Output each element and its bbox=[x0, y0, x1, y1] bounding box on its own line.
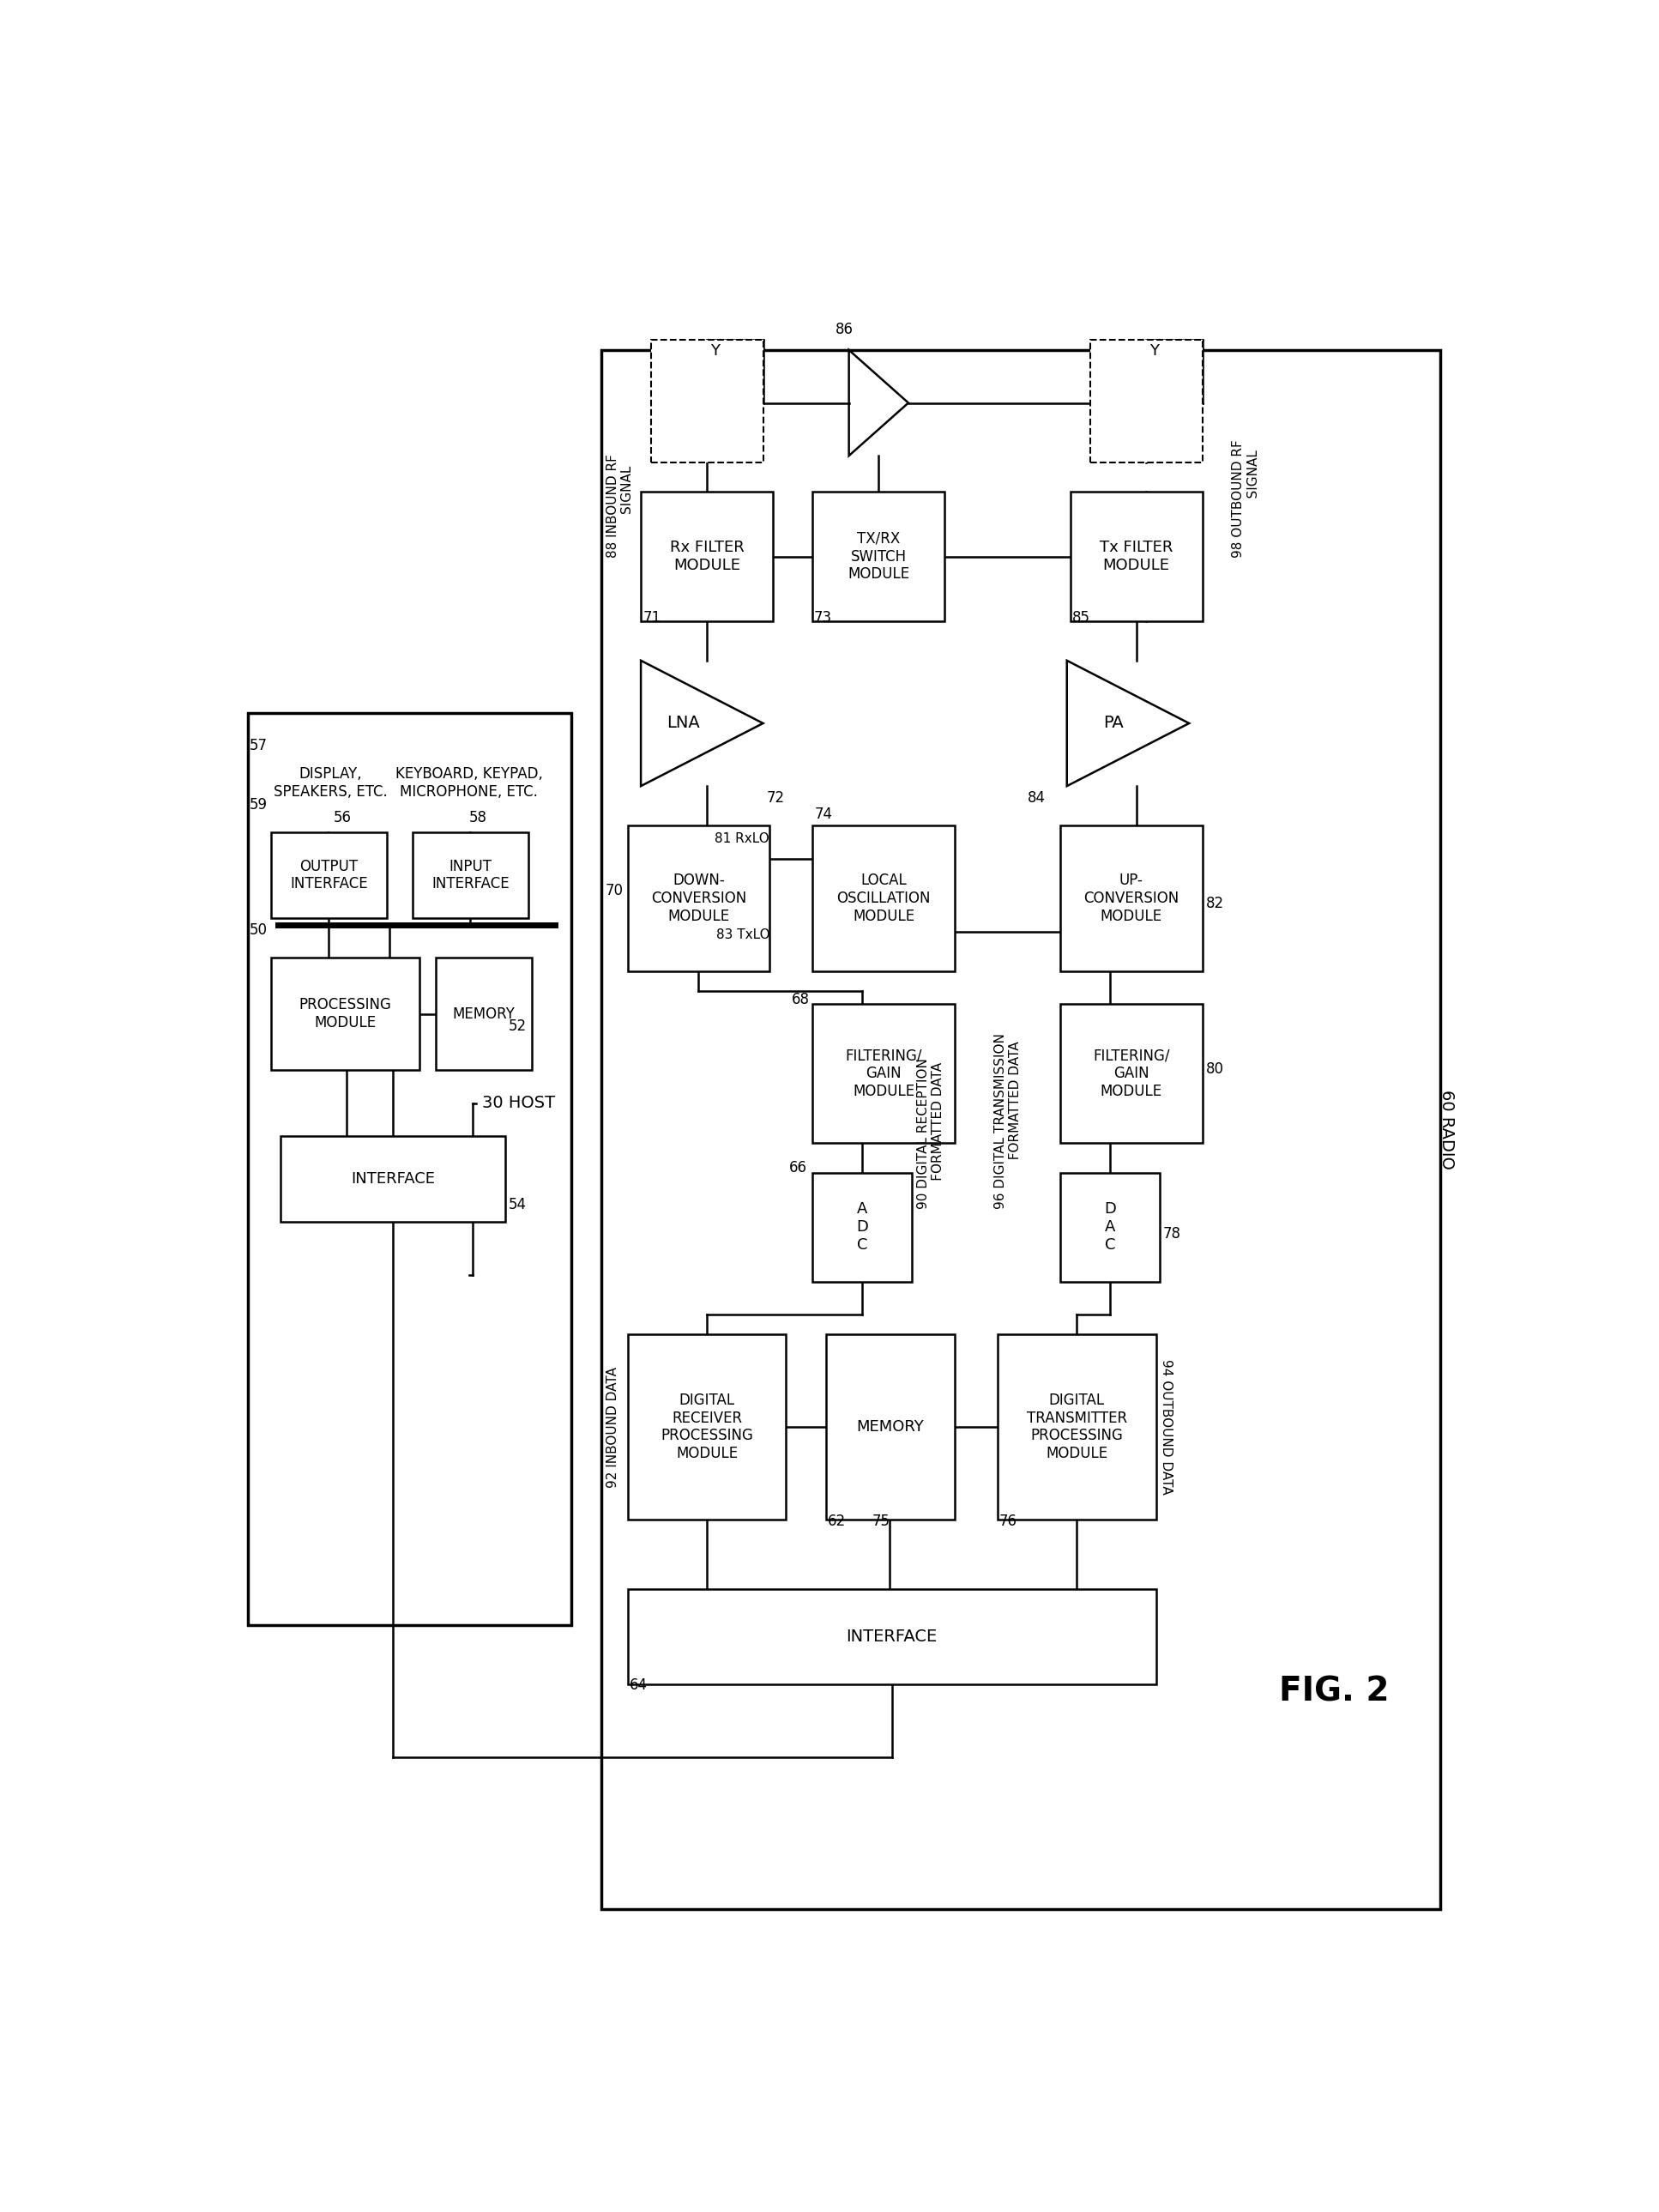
Bar bbox=[813, 1004, 954, 1144]
Bar bbox=[813, 491, 944, 622]
Text: 71: 71 bbox=[642, 611, 660, 626]
Text: 72: 72 bbox=[766, 790, 785, 805]
Text: PA: PA bbox=[1103, 714, 1123, 732]
Text: 76: 76 bbox=[999, 1513, 1017, 1528]
Text: 92 INBOUND DATA: 92 INBOUND DATA bbox=[607, 1367, 619, 1486]
Text: 81 RxLO: 81 RxLO bbox=[715, 832, 770, 845]
Text: 50: 50 bbox=[249, 922, 267, 938]
Text: 90 DIGITAL RECEPTION
      FORMATTED DATA: 90 DIGITAL RECEPTION FORMATTED DATA bbox=[917, 1057, 944, 1210]
Text: 85: 85 bbox=[1072, 611, 1090, 626]
Text: 94 OUTBOUND DATA: 94 OUTBOUND DATA bbox=[1160, 1358, 1173, 1495]
Text: 82: 82 bbox=[1206, 896, 1224, 911]
Text: DIGITAL
RECEIVER
PROCESSING
MODULE: DIGITAL RECEIVER PROCESSING MODULE bbox=[660, 1391, 753, 1462]
Text: MEMORY: MEMORY bbox=[856, 1420, 924, 1436]
Text: 86: 86 bbox=[836, 321, 854, 336]
Text: 66: 66 bbox=[790, 1161, 808, 1177]
Text: PROCESSING
MODULE: PROCESSING MODULE bbox=[299, 998, 392, 1031]
Text: Y: Y bbox=[1150, 343, 1160, 358]
Text: 84: 84 bbox=[1027, 790, 1045, 805]
Text: FILTERING/
GAIN
MODULE: FILTERING/ GAIN MODULE bbox=[1093, 1048, 1170, 1099]
Bar bbox=[627, 1334, 786, 1520]
Bar bbox=[270, 832, 387, 918]
Text: 57: 57 bbox=[249, 737, 267, 752]
Text: OUTPUT
INTERFACE: OUTPUT INTERFACE bbox=[290, 858, 368, 891]
Text: UP-
CONVERSION
MODULE: UP- CONVERSION MODULE bbox=[1083, 874, 1180, 925]
Bar bbox=[280, 1137, 506, 1221]
Bar bbox=[813, 1172, 912, 1281]
Text: D
A
C: D A C bbox=[1103, 1201, 1117, 1252]
Bar bbox=[1060, 1004, 1203, 1144]
Bar bbox=[1060, 1172, 1160, 1281]
Text: 96 DIGITAL TRANSMISSION
          FORMATTED DATA: 96 DIGITAL TRANSMISSION FORMATTED DATA bbox=[994, 1033, 1022, 1210]
Text: 68: 68 bbox=[791, 991, 810, 1006]
Text: Rx FILTER
MODULE: Rx FILTER MODULE bbox=[670, 540, 745, 573]
Text: FILTERING/
GAIN
MODULE: FILTERING/ GAIN MODULE bbox=[844, 1048, 922, 1099]
Text: LOCAL
OSCILLATION
MODULE: LOCAL OSCILLATION MODULE bbox=[836, 874, 931, 925]
Text: 73: 73 bbox=[815, 611, 833, 626]
Text: 75: 75 bbox=[873, 1513, 889, 1528]
Bar bbox=[650, 341, 763, 462]
Text: 62: 62 bbox=[828, 1513, 846, 1528]
Text: 56: 56 bbox=[333, 810, 352, 825]
Bar bbox=[997, 1334, 1156, 1520]
Text: 30 HOST: 30 HOST bbox=[483, 1095, 556, 1110]
Text: 83 TxLO: 83 TxLO bbox=[717, 929, 770, 942]
Text: Tx FILTER
MODULE: Tx FILTER MODULE bbox=[1100, 540, 1173, 573]
Text: Y: Y bbox=[710, 343, 720, 358]
Bar bbox=[601, 349, 1440, 1909]
Text: 80: 80 bbox=[1206, 1062, 1224, 1077]
Bar bbox=[813, 825, 954, 971]
Bar bbox=[413, 832, 529, 918]
Text: 59: 59 bbox=[249, 796, 267, 812]
Text: 64: 64 bbox=[630, 1677, 647, 1692]
Text: DISPLAY,
SPEAKERS, ETC.: DISPLAY, SPEAKERS, ETC. bbox=[274, 765, 387, 799]
Text: MEMORY: MEMORY bbox=[453, 1006, 516, 1022]
Bar bbox=[436, 958, 533, 1071]
Text: KEYBOARD, KEYPAD,
MICROPHONE, ETC.: KEYBOARD, KEYPAD, MICROPHONE, ETC. bbox=[395, 765, 542, 799]
Text: 88 INBOUND RF
        SIGNAL: 88 INBOUND RF SIGNAL bbox=[607, 453, 634, 557]
Bar bbox=[826, 1334, 954, 1520]
Text: 60 RADIO: 60 RADIO bbox=[1438, 1091, 1455, 1170]
Bar bbox=[627, 1588, 1156, 1686]
Bar bbox=[247, 714, 571, 1626]
Text: A
D
C: A D C bbox=[856, 1201, 868, 1252]
Bar bbox=[1070, 491, 1203, 622]
Bar bbox=[640, 491, 773, 622]
Bar bbox=[1060, 825, 1203, 971]
Text: FIG. 2: FIG. 2 bbox=[1279, 1674, 1390, 1708]
Text: 58: 58 bbox=[469, 810, 488, 825]
Text: DOWN-
CONVERSION
MODULE: DOWN- CONVERSION MODULE bbox=[650, 874, 747, 925]
Text: INTERFACE: INTERFACE bbox=[352, 1172, 435, 1188]
Text: TX/RX
SWITCH
MODULE: TX/RX SWITCH MODULE bbox=[848, 531, 909, 582]
Text: INTERFACE: INTERFACE bbox=[846, 1628, 937, 1646]
Text: 52: 52 bbox=[509, 1018, 528, 1033]
Text: LNA: LNA bbox=[667, 714, 700, 732]
Text: DIGITAL
TRANSMITTER
PROCESSING
MODULE: DIGITAL TRANSMITTER PROCESSING MODULE bbox=[1027, 1391, 1126, 1462]
Text: INPUT
INTERFACE: INPUT INTERFACE bbox=[431, 858, 509, 891]
Text: 98 OUTBOUND RF
            SIGNAL: 98 OUTBOUND RF SIGNAL bbox=[1233, 440, 1259, 557]
Bar bbox=[627, 825, 770, 971]
Text: 54: 54 bbox=[509, 1197, 528, 1212]
Bar bbox=[1090, 341, 1203, 462]
Text: 74: 74 bbox=[815, 807, 833, 823]
Text: 78: 78 bbox=[1163, 1225, 1181, 1241]
Bar bbox=[270, 958, 420, 1071]
Text: 70: 70 bbox=[606, 883, 624, 898]
